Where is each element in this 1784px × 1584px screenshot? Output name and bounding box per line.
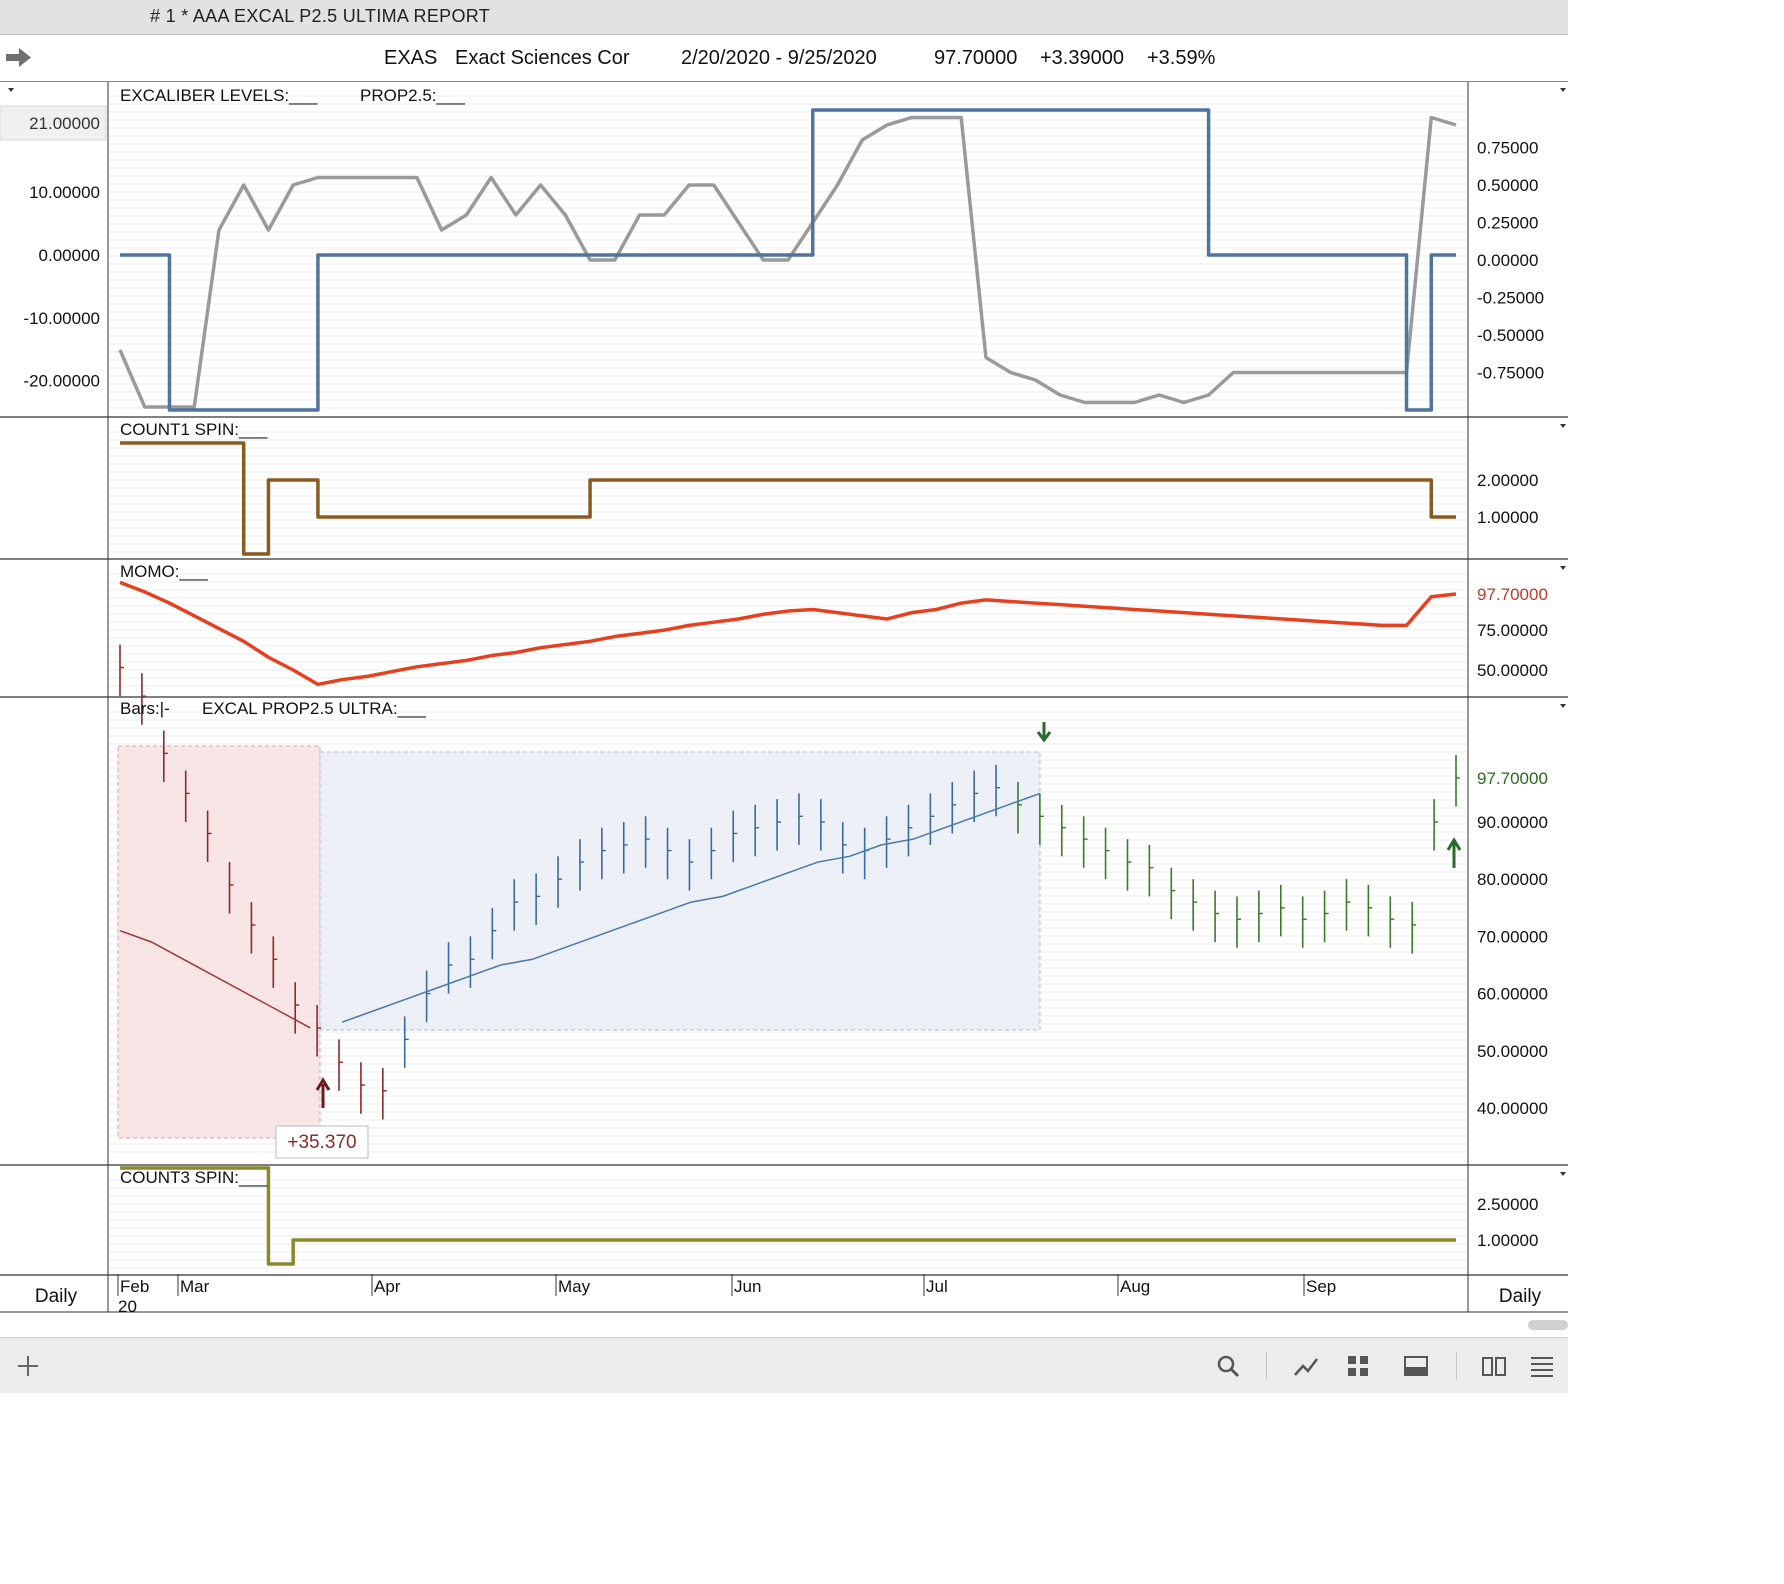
symbol-info-bar: EXAS Exact Sciences Cor 2/20/2020 - 9/25… (0, 35, 1568, 82)
pane-menu-icon (8, 88, 14, 92)
bars-right-tick: 50.00000 (1477, 1042, 1548, 1061)
month-label: Mar (180, 1277, 210, 1296)
levels-right-tick: 0.50000 (1477, 176, 1538, 195)
bars-label: Bars:|- (120, 699, 170, 718)
period-left: Daily (35, 1286, 78, 1307)
symbol-name: Exact Sciences Cor (455, 47, 630, 69)
grid-icon[interactable] (1338, 1338, 1378, 1393)
prop-label: PROP2.5:___ (360, 86, 465, 105)
buy-arrow-icon (315, 1077, 331, 1108)
levels-label: EXCALIBER LEVELS:___ (120, 86, 318, 105)
ultra-line (341, 792, 1041, 1023)
price-change: +3.39000 (1040, 47, 1124, 69)
prop-line (118, 115, 1457, 409)
levels-right-tick: 0.00000 (1477, 251, 1538, 270)
bars-right-tick: 40.00000 (1477, 1099, 1548, 1118)
gain-annotation-box (275, 1125, 369, 1159)
count1-line (120, 441, 1456, 556)
decline-zone (117, 745, 321, 1139)
period-right: Daily (1499, 1286, 1542, 1307)
buy-arrow-icon (1446, 837, 1462, 868)
levels-right-tick: 0.75000 (1477, 139, 1538, 158)
levels-right-tick: -0.75000 (1477, 364, 1544, 383)
count3-line (120, 1166, 1456, 1266)
month-label: Aug (1120, 1277, 1150, 1296)
levels-right-tick: -0.50000 (1477, 326, 1544, 345)
ultra-line-red (119, 929, 311, 1029)
momo-right-tick: 50.00000 (1477, 661, 1548, 680)
bars-right-tick: 80.00000 (1477, 870, 1548, 889)
search-icon[interactable] (1208, 1338, 1248, 1393)
count3-right-tick: 1.00000 (1477, 1231, 1538, 1250)
pane-menu-icon (1560, 424, 1566, 428)
count3-right-tick: 2.50000 (1477, 1195, 1538, 1214)
window-title: # 1 * AAA EXCAL P2.5 ULTIMA REPORT (150, 6, 491, 26)
panel-icon[interactable] (1396, 1338, 1436, 1393)
date-range: 2/20/2020 - 9/25/2020 (681, 47, 877, 69)
year-label: 20 (118, 1297, 137, 1316)
bars-right-tick: 70.00000 (1477, 927, 1548, 946)
levels-right-tick: -0.25000 (1477, 289, 1544, 308)
levels-left-tick: 10.00000 (29, 183, 100, 202)
pane-menu-icon (1560, 704, 1566, 708)
bars-right-tick: 97.70000 (1477, 769, 1548, 788)
month-label: Jul (926, 1277, 948, 1296)
menu-icon[interactable] (1522, 1338, 1562, 1393)
line-chart-icon[interactable] (1286, 1338, 1326, 1393)
month-label: May (558, 1277, 591, 1296)
ultra-label: EXCAL PROP2.5 ULTRA:___ (202, 699, 426, 718)
gain-annotation: +35.370 (287, 1132, 356, 1153)
pane-menu-icon (1560, 88, 1566, 92)
count1-right-tick: 1.00000 (1477, 508, 1538, 527)
levels-right-tick: 0.25000 (1477, 214, 1538, 233)
book-icon[interactable] (1474, 1338, 1514, 1393)
count3-label: COUNT3 SPIN:___ (120, 1168, 268, 1187)
count1-right-tick: 2.00000 (1477, 471, 1538, 490)
bars-right-tick: 90.00000 (1477, 813, 1548, 832)
count1-label: COUNT1 SPIN:___ (120, 420, 268, 439)
percent-change: +3.59% (1147, 47, 1216, 69)
window-titlebar: # 1 * AAA EXCAL P2.5 ULTIMA REPORT (0, 0, 1568, 35)
chart-area[interactable]: 21.00000 10.00000 0.00000 -10.00000 -20.0000… (0, 0, 1568, 1337)
levels-left-tick: -10.00000 (23, 309, 100, 328)
levels-line (120, 108, 1456, 412)
levels-left-tick: 0.00000 (39, 246, 100, 265)
top-value-box (0, 105, 107, 141)
month-label: Jun (734, 1277, 761, 1296)
last-price: 97.70000 (934, 47, 1018, 69)
sell-arrow-icon (1036, 722, 1052, 743)
bottom-toolbar (0, 1337, 1568, 1393)
symbol-ticker[interactable]: EXAS (384, 47, 438, 69)
add-icon[interactable] (8, 1338, 48, 1393)
forward-arrow-icon[interactable] (6, 46, 32, 68)
levels-left-tick: -20.00000 (23, 372, 100, 391)
month-label: Feb (120, 1277, 149, 1296)
momo-right-tick: 97.70000 (1477, 585, 1548, 604)
momo-right-tick: 75.00000 (1477, 621, 1548, 640)
levels-top-value: 21.00000 (29, 114, 100, 133)
pane-menu-icon (1560, 566, 1566, 570)
momo-label: MOMO:___ (120, 562, 208, 581)
horizontal-scrollbar[interactable] (1528, 1320, 1568, 1330)
momo-line (119, 580, 1457, 687)
bars-right-tick: 60.00000 (1477, 985, 1548, 1004)
month-label: Sep (1306, 1277, 1336, 1296)
advance-zone (319, 751, 1041, 1031)
pane-menu-icon (1560, 1172, 1566, 1176)
month-label: Apr (374, 1277, 401, 1296)
